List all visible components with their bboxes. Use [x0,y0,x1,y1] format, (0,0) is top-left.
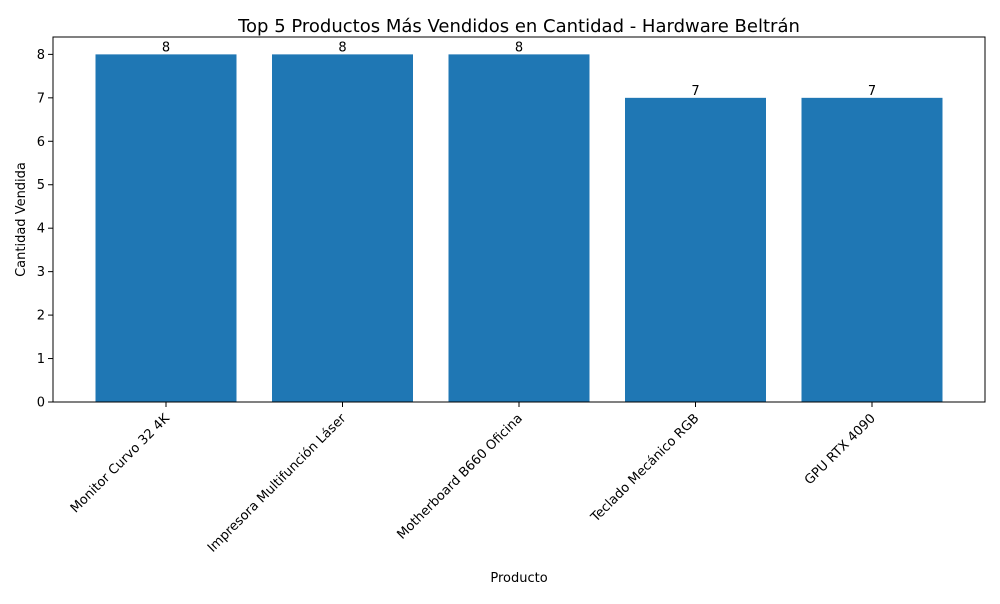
bars-group [95,54,943,402]
y-tick-label: 8 [37,48,45,63]
x-tick-label: Teclado Mecánico RGB [588,411,703,526]
plot-frame [52,36,986,403]
x-tick-label: Motherboard B660 Oficina [394,411,525,542]
y-axis: 0 1 2 3 4 5 6 7 8 [37,48,53,411]
y-tick-label: 5 [37,178,45,193]
bar-value-label: 8 [338,40,346,55]
bar-value-label: 7 [868,84,876,99]
x-tick-label: Impresora Multifunción Láser [205,411,350,556]
bar-value-label: 8 [162,40,170,55]
y-tick-label: 0 [37,396,45,411]
bar [625,97,766,402]
y-tick-label: 2 [37,309,45,324]
x-tick-label: GPU RTX 4090 [802,411,879,488]
bar-value-label: 8 [515,40,523,55]
y-tick-label: 7 [37,91,45,106]
bar [448,54,590,402]
x-axis-label: Producto [490,571,547,586]
chart-title: Top 5 Productos Más Vendidos en Cantidad… [237,16,800,37]
y-tick-label: 6 [37,135,45,150]
y-tick-label: 3 [37,265,45,280]
data-labels-group: 8 8 8 7 7 [162,40,876,98]
bar [801,97,943,402]
y-tick-label: 4 [37,222,45,237]
y-tick-label: 1 [37,352,45,367]
x-tick-label: Monitor Curvo 32 4K [68,411,173,516]
x-axis: Monitor Curvo 32 4K Impresora Multifunció… [68,402,879,556]
bar-value-label: 7 [691,84,699,99]
bar [95,54,237,402]
y-axis-label: Cantidad Vendida [14,162,29,277]
bar [272,54,413,402]
